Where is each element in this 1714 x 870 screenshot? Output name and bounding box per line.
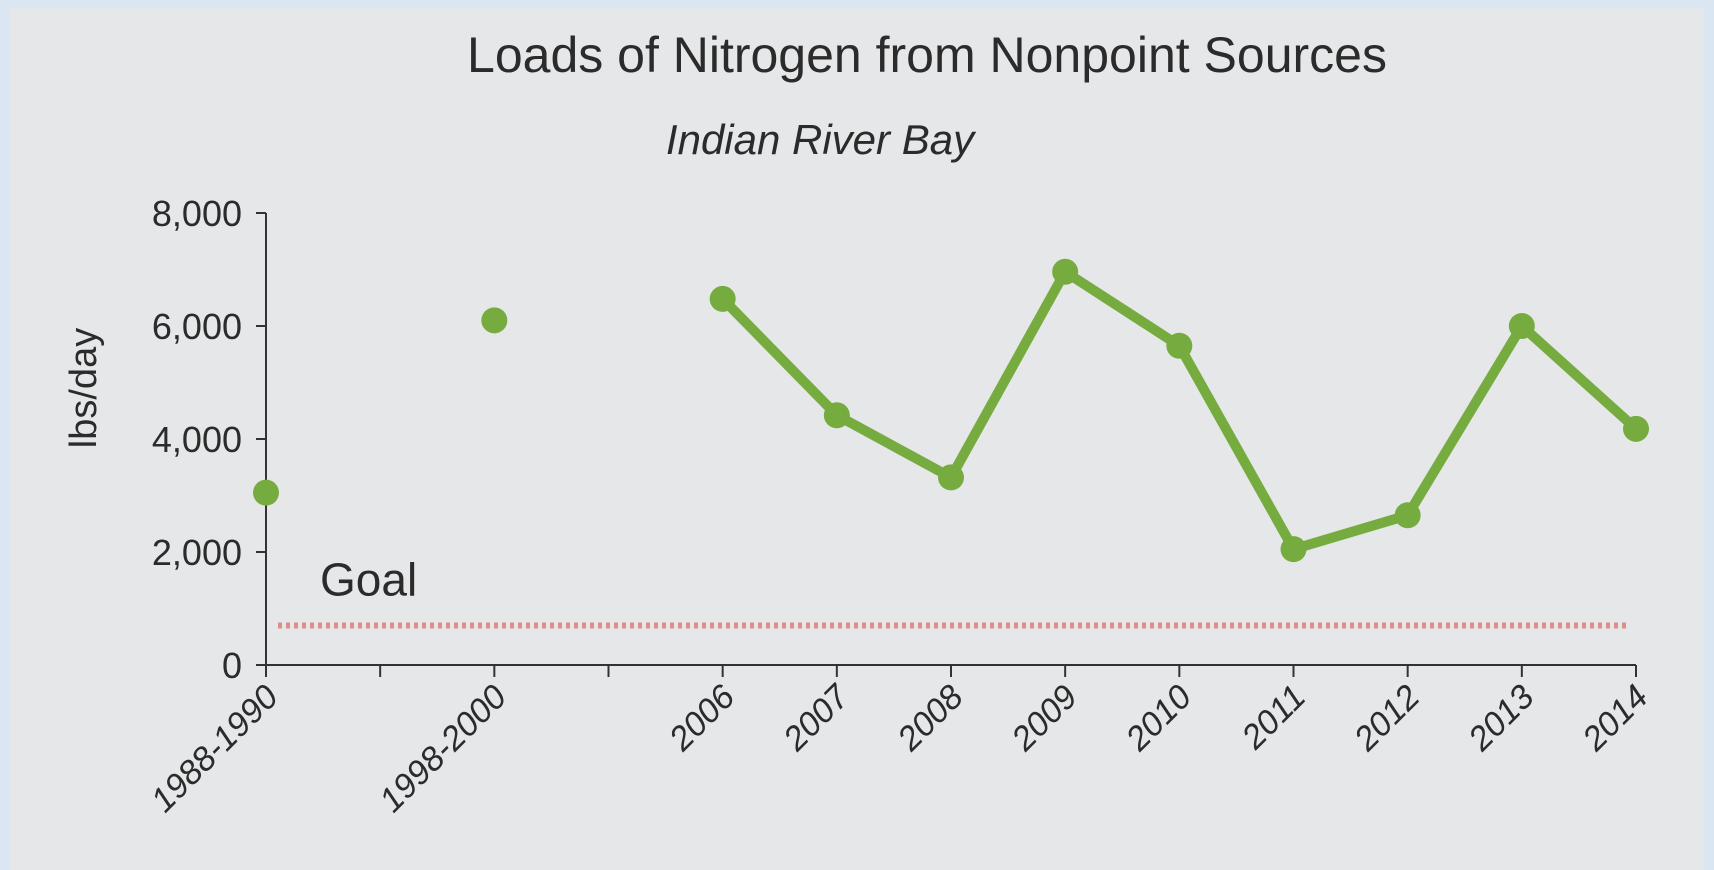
chart-subtitle: Indian River Bay xyxy=(666,116,977,163)
data-point xyxy=(709,285,736,312)
data-point xyxy=(1166,332,1193,359)
y-tick-label: 8,000 xyxy=(152,193,242,234)
data-point xyxy=(1508,313,1535,339)
data-point xyxy=(253,479,279,506)
data-point xyxy=(1394,502,1421,529)
data-point xyxy=(823,402,850,429)
data-point xyxy=(481,307,508,334)
y-tick-label: 4,000 xyxy=(152,419,242,460)
chart-background xyxy=(10,8,1704,870)
chart-title: Loads of Nitrogen from Nonpoint Sources xyxy=(467,27,1387,83)
data-point xyxy=(1280,536,1307,563)
goal-label: Goal xyxy=(320,553,417,605)
data-point xyxy=(938,464,964,491)
y-tick-label: 2,000 xyxy=(152,532,242,573)
y-tick-label: 6,000 xyxy=(152,306,242,347)
data-point xyxy=(1623,415,1649,442)
y-tick-label: 0 xyxy=(222,645,242,686)
data-point xyxy=(1052,258,1079,285)
y-axis-label: lbs/day xyxy=(63,328,105,448)
